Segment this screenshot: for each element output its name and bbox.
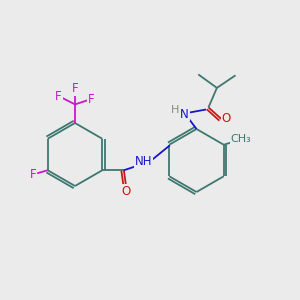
Text: F: F [72, 82, 78, 95]
Text: F: F [55, 89, 62, 103]
Text: H: H [171, 105, 180, 116]
Text: O: O [122, 185, 131, 198]
Text: N: N [180, 107, 189, 121]
Text: F: F [88, 92, 95, 106]
Text: O: O [222, 112, 231, 125]
Text: NH: NH [135, 155, 152, 168]
Text: F: F [29, 168, 36, 181]
Text: CH₃: CH₃ [231, 134, 252, 144]
